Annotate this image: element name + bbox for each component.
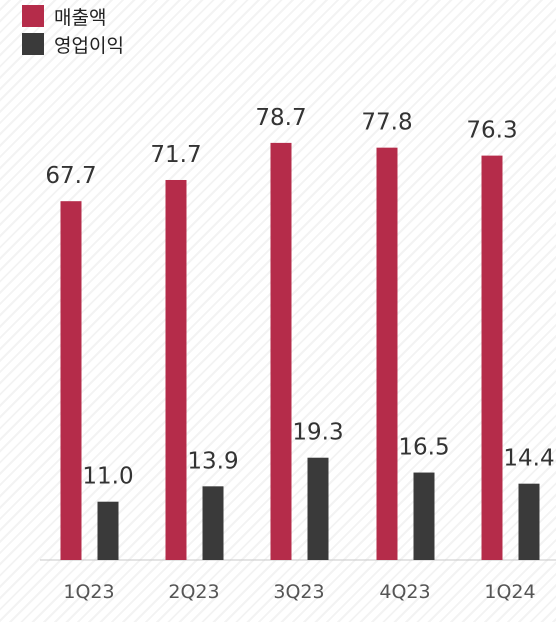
data-label-revenue-1Q24: 76.3 bbox=[466, 118, 517, 144]
bar-operating-profit-2Q23 bbox=[202, 486, 224, 560]
legend: 매출액 영업이익 bbox=[22, 2, 124, 58]
bar-operating-profit-4Q23 bbox=[413, 472, 435, 560]
data-label-operating-profit-1Q24: 14.4 bbox=[503, 446, 554, 472]
bar-revenue-1Q24 bbox=[481, 155, 503, 561]
data-label-operating-profit-3Q23: 19.3 bbox=[292, 420, 343, 446]
legend-label-revenue: 매출액 bbox=[54, 6, 107, 29]
data-label-operating-profit-1Q23: 11.0 bbox=[82, 464, 133, 490]
data-label-revenue-2Q23: 71.7 bbox=[150, 142, 201, 168]
legend-item-operating-profit: 영업이익 bbox=[22, 30, 124, 58]
bar-revenue-4Q23 bbox=[376, 147, 398, 560]
data-label-revenue-4Q23: 77.8 bbox=[361, 110, 412, 136]
legend-swatch-revenue bbox=[22, 5, 44, 27]
x-tick-label-1Q24: 1Q24 bbox=[484, 581, 535, 603]
bar-revenue-3Q23 bbox=[270, 142, 292, 560]
x-tick-label-4Q23: 4Q23 bbox=[379, 581, 430, 603]
data-label-revenue-3Q23: 78.7 bbox=[255, 105, 306, 131]
bar-operating-profit-1Q23 bbox=[97, 501, 119, 560]
data-label-revenue-1Q23: 67.7 bbox=[45, 163, 96, 189]
x-tick-label-1Q23: 1Q23 bbox=[63, 581, 114, 603]
data-label-operating-profit-2Q23: 13.9 bbox=[187, 448, 238, 474]
bar-revenue-2Q23 bbox=[165, 179, 187, 561]
legend-swatch-operating-profit bbox=[22, 33, 44, 55]
legend-label-operating-profit: 영업이익 bbox=[54, 34, 124, 57]
bar-operating-profit-1Q24 bbox=[518, 483, 540, 560]
bar-operating-profit-3Q23 bbox=[307, 457, 329, 560]
x-tick-label-3Q23: 3Q23 bbox=[273, 581, 324, 603]
data-label-operating-profit-4Q23: 16.5 bbox=[398, 435, 449, 461]
bar-revenue-1Q23 bbox=[60, 201, 82, 560]
x-tick-label-2Q23: 2Q23 bbox=[168, 581, 219, 603]
legend-item-revenue: 매출액 bbox=[22, 2, 124, 30]
